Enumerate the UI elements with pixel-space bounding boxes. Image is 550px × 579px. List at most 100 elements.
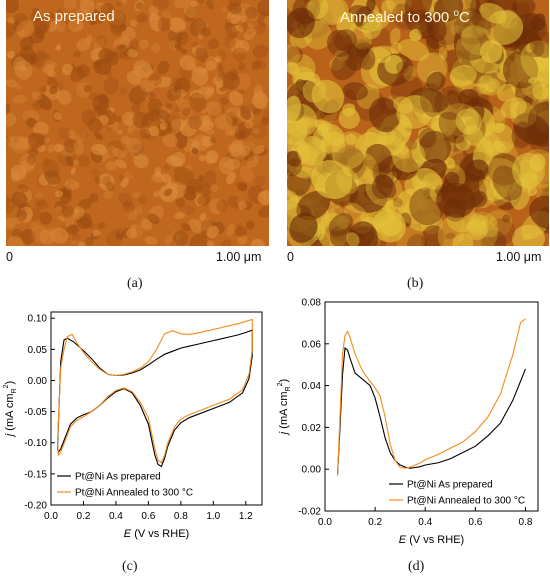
texture-grain — [437, 214, 466, 246]
texture-grain — [287, 203, 301, 219]
texture-grain — [529, 195, 549, 230]
texture-grain — [356, 44, 370, 58]
texture-grain — [47, 76, 59, 89]
y-tick-label: -0.15 — [24, 469, 47, 480]
caption-c: (c) — [122, 559, 138, 574]
texture-grain — [81, 109, 96, 125]
texture-grain — [126, 228, 137, 239]
texture-grain — [384, 54, 404, 74]
texture-grain — [251, 92, 269, 110]
legend-label: Pt@Ni As prepared — [75, 472, 161, 483]
texture-grain — [239, 145, 251, 157]
texture-grain — [30, 222, 40, 231]
y-axis-label: j (mA cmR2) — [277, 379, 292, 436]
texture-grain — [496, 83, 516, 102]
texture-grain — [426, 71, 446, 92]
image-title-as-prepared: As prepared — [33, 8, 115, 25]
x-tick-label: 0.6 — [141, 511, 155, 522]
y-tick-label: 0.05 — [28, 345, 48, 356]
texture-grain — [214, 57, 221, 63]
texture-grain — [532, 83, 549, 100]
texture-grain — [205, 101, 222, 116]
texture-grain — [14, 60, 33, 80]
texture-grain — [214, 113, 233, 130]
texture-grain — [179, 204, 195, 215]
texture-grain — [7, 235, 24, 246]
texture-grain — [423, 172, 443, 190]
texture-grain — [156, 109, 171, 121]
texture-grain — [6, 195, 11, 204]
texture-grain — [47, 227, 57, 237]
texture-grain — [102, 175, 112, 186]
texture-grain — [36, 200, 49, 210]
texture-grain — [31, 91, 42, 101]
texture-grain — [175, 197, 186, 207]
texture-grain — [165, 226, 174, 236]
texture-grain — [43, 63, 55, 75]
texture-grain — [450, 10, 489, 39]
texture-grain — [115, 116, 123, 123]
texture-grain — [468, 10, 482, 24]
texture-grain — [188, 115, 202, 130]
texture-grain — [530, 13, 546, 32]
texture-grain — [121, 111, 137, 126]
texture-grain — [226, 106, 242, 118]
texture-grain — [331, 51, 358, 81]
texture-grain — [409, 28, 422, 42]
texture-grain — [375, 173, 397, 199]
texture-grain — [173, 166, 182, 173]
texture-grain — [16, 136, 32, 150]
y-tick-label: 0.08 — [302, 298, 322, 309]
texture-grain — [67, 19, 84, 32]
x-axis-label: E (V vs RHE) — [399, 534, 464, 546]
texture-grain — [254, 144, 265, 155]
scale-start-a: 0 — [6, 250, 13, 264]
texture-grain — [106, 126, 113, 133]
texture-grain — [93, 58, 112, 75]
texture-grain — [362, 169, 372, 180]
texture-grain — [6, 0, 20, 14]
texture-grain — [164, 188, 173, 197]
texture-grain — [404, 0, 433, 21]
texture-grain — [10, 164, 27, 181]
texture-grain — [455, 134, 472, 151]
texture-grain — [417, 22, 428, 32]
texture-grain — [252, 108, 262, 116]
texture-grain — [173, 167, 194, 186]
texture-grain — [419, 82, 443, 118]
texture-grain — [239, 165, 254, 183]
x-tick-label: 0.0 — [318, 517, 332, 528]
texture-grain — [206, 0, 214, 10]
series-line — [336, 346, 527, 476]
texture-grain — [54, 200, 65, 213]
texture-grain — [222, 72, 241, 90]
x-tick-label: 0.8 — [519, 517, 533, 528]
texture-grain — [225, 112, 238, 128]
texture-grain — [40, 86, 47, 93]
texture-grain — [320, 0, 345, 24]
texture-grain — [221, 6, 227, 13]
texture-grain — [438, 47, 448, 60]
plot-frame — [50, 311, 263, 506]
texture-grain — [148, 72, 162, 87]
texture-grain — [6, 50, 15, 59]
texture-grain — [527, 101, 549, 139]
texture-grain — [220, 239, 232, 246]
afm-image-as-prepared: As prepared — [6, 0, 269, 246]
texture-grain — [254, 175, 266, 187]
texture-grain — [93, 132, 104, 140]
texture-grain — [134, 0, 145, 12]
image-title-annealed-unit: C — [459, 9, 470, 26]
texture-grain — [415, 193, 429, 211]
texture-grain — [541, 181, 549, 192]
texture-grain — [226, 172, 236, 185]
texture-grain — [32, 49, 47, 67]
texture-grain — [224, 22, 238, 38]
texture-grain — [234, 226, 247, 238]
texture-grain — [417, 11, 440, 39]
texture-grain — [425, 35, 440, 49]
texture-grain — [64, 179, 80, 190]
texture-grain — [500, 97, 527, 119]
texture-grain — [47, 144, 55, 153]
texture-grain — [430, 16, 462, 46]
